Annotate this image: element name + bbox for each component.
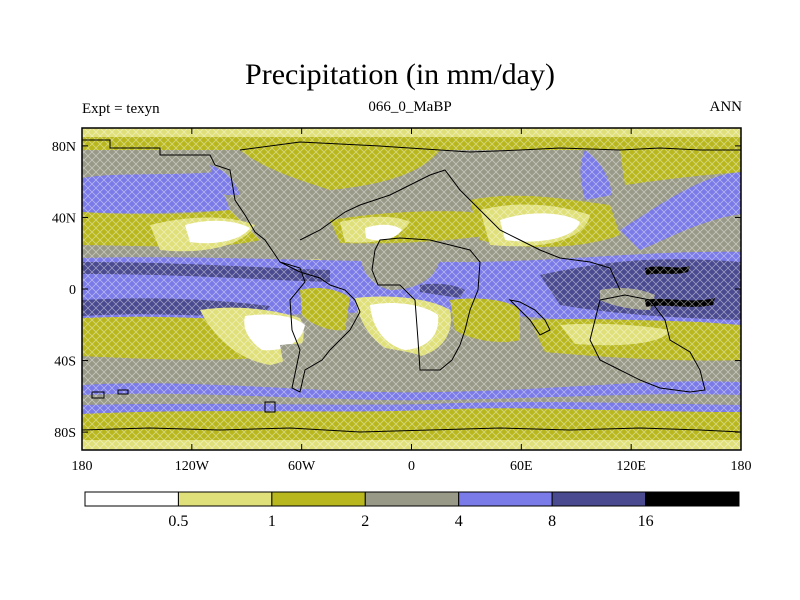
- y-tick-label: 80S: [54, 426, 76, 441]
- x-tick-label: 180: [731, 459, 752, 474]
- y-tick-label: 40S: [54, 355, 76, 370]
- colorbar-segment: [551, 491, 647, 507]
- tick-marks: [81, 128, 742, 450]
- colorbar-segment: [84, 491, 179, 507]
- coastlines: [82, 139, 741, 433]
- y-tick-labels: 80N 40N 0 40S 80S: [52, 140, 76, 441]
- colorbar-label: 0.5: [168, 513, 188, 530]
- x-tick-label: 60E: [510, 459, 533, 474]
- period-label: 066_0_MaBP: [368, 99, 452, 115]
- x-tick-label: 180: [72, 459, 93, 474]
- colorbar-segment: [177, 491, 273, 507]
- x-tick-label: 120E: [616, 459, 646, 474]
- colorbar-segment: [271, 491, 366, 507]
- x-tick-labels: 180 120W 60W 0 60E 120E 180: [72, 459, 752, 474]
- colorbar-label: 8: [548, 513, 556, 530]
- colorbar: 0.5 1 2 4 8 16: [84, 491, 740, 530]
- colorbar-label: 1: [268, 513, 276, 530]
- x-tick-label: 120W: [175, 459, 210, 474]
- colorbar-label: 16: [638, 513, 654, 530]
- season-label: ANN: [709, 99, 743, 115]
- colorbar-segment: [645, 491, 740, 507]
- precip-field: [82, 128, 741, 450]
- y-tick-label: 80N: [52, 140, 76, 155]
- colorbar-segment: [458, 491, 553, 507]
- colorbar-label: 2: [361, 513, 369, 530]
- map-title: Precipitation (in mm/day): [245, 58, 555, 91]
- y-tick-label: 0: [69, 283, 76, 298]
- colorbar-label: 4: [455, 513, 463, 530]
- experiment-label: Expt = texyn: [82, 101, 160, 117]
- x-tick-label: 60W: [288, 459, 316, 474]
- y-tick-label: 40N: [52, 211, 76, 226]
- colorbar-segment: [364, 491, 460, 507]
- x-tick-label: 0: [408, 459, 415, 474]
